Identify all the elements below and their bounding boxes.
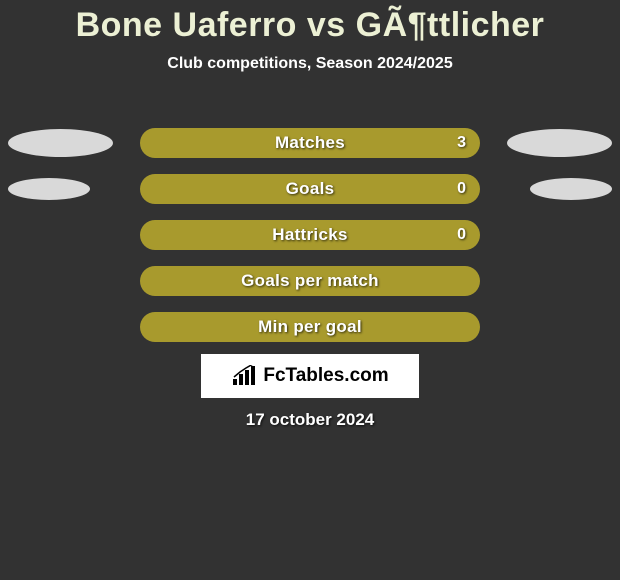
stat-value: 0	[457, 180, 466, 198]
stat-bar: Goals per match	[140, 266, 480, 296]
stat-row: Goals per match	[0, 258, 620, 304]
stat-bar: Goals 0	[140, 174, 480, 204]
stat-row: Matches 3	[0, 120, 620, 166]
fctables-logo-text: FcTables.com	[263, 365, 388, 387]
stat-label: Matches	[275, 133, 345, 153]
stat-bar: Min per goal	[140, 312, 480, 342]
stat-label: Hattricks	[272, 225, 347, 245]
stat-label: Goals per match	[241, 271, 379, 291]
stat-row: Goals 0	[0, 166, 620, 212]
stat-label: Goals	[286, 179, 335, 199]
player-left-oval	[8, 129, 113, 157]
stat-row: Hattricks 0	[0, 212, 620, 258]
comparison-title: Bone Uaferro vs GÃ¶ttlicher	[0, 0, 620, 45]
stat-row: Min per goal	[0, 304, 620, 350]
player-right-oval	[507, 129, 612, 157]
stat-bar: Hattricks 0	[140, 220, 480, 250]
player-right-oval	[530, 178, 612, 200]
stat-rows: Matches 3 Goals 0 Hattricks 0 Goals per match M…	[0, 120, 620, 350]
snapshot-date: 17 october 2024	[0, 410, 620, 430]
fctables-logo: FcTables.com	[201, 354, 419, 398]
player-left-oval	[8, 178, 90, 200]
stat-value: 3	[457, 134, 466, 152]
stat-value: 0	[457, 226, 466, 244]
comparison-subtitle: Club competitions, Season 2024/2025	[0, 55, 620, 73]
stat-bar: Matches 3	[140, 128, 480, 158]
bar-chart-icon	[231, 365, 259, 387]
stat-label: Min per goal	[258, 317, 362, 337]
